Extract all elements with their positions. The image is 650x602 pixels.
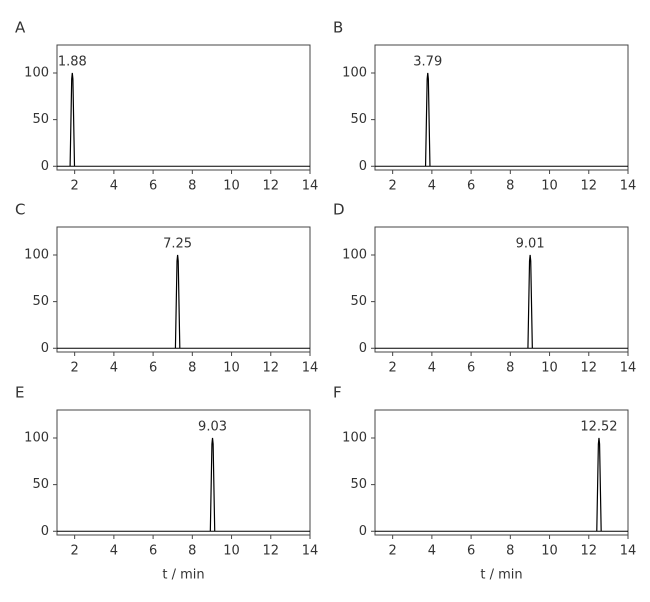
x-tick-label: 8: [188, 179, 196, 194]
y-tick-label: 50: [350, 294, 367, 309]
x-tick-label: 2: [71, 179, 79, 194]
x-tick-label: 12: [263, 179, 280, 194]
x-tick-label: 6: [467, 179, 475, 194]
x-tick-label: 6: [149, 179, 157, 194]
y-tick-label: 100: [342, 430, 367, 445]
plot-frame: [56, 226, 311, 353]
panel-label: E: [15, 384, 24, 402]
plot-frame: [374, 409, 629, 536]
peak-label: 3.79: [413, 54, 442, 69]
peak: [69, 72, 76, 167]
x-tick-label: 2: [389, 179, 397, 194]
peak-label: 12.52: [580, 419, 617, 434]
panel-label: B: [333, 19, 343, 37]
x-tick-label: 12: [263, 544, 280, 559]
x-tick-label: 2: [71, 544, 79, 559]
x-tick-label: 10: [223, 544, 240, 559]
y-tick-label: 100: [342, 65, 367, 80]
panel-label: F: [333, 384, 342, 402]
y-tick-label: 0: [359, 524, 367, 539]
x-tick-label: 8: [506, 544, 514, 559]
panel-label: A: [15, 19, 26, 37]
peak: [209, 437, 216, 532]
x-axis-label: t / min: [480, 568, 522, 583]
y-tick-label: 50: [32, 477, 49, 492]
x-tick-label: 8: [188, 361, 196, 376]
x-tick-label: 2: [71, 361, 79, 376]
plot-frame: [56, 44, 311, 171]
plot-frame: [374, 226, 629, 353]
peak: [596, 437, 602, 532]
x-tick-label: 4: [110, 544, 118, 559]
x-tick-label: 12: [263, 361, 280, 376]
y-tick-label: 50: [350, 112, 367, 127]
x-tick-label: 10: [541, 544, 558, 559]
x-tick-label: 4: [428, 361, 436, 376]
peak: [424, 72, 431, 167]
x-tick-label: 14: [620, 361, 637, 376]
y-tick-label: 0: [359, 159, 367, 174]
y-tick-label: 0: [359, 341, 367, 356]
panel-label: C: [15, 201, 25, 219]
peak-label: 9.03: [198, 419, 227, 434]
x-tick-label: 14: [302, 361, 319, 376]
y-tick-label: 0: [41, 159, 49, 174]
y-tick-label: 50: [350, 477, 367, 492]
peak: [174, 254, 181, 349]
y-tick-label: 100: [24, 430, 49, 445]
y-tick-label: 100: [342, 247, 367, 262]
x-tick-label: 12: [581, 361, 598, 376]
x-tick-label: 8: [506, 179, 514, 194]
x-tick-label: 10: [541, 361, 558, 376]
x-tick-label: 10: [223, 179, 240, 194]
y-tick-label: 50: [32, 294, 49, 309]
y-tick-label: 50: [32, 112, 49, 127]
peak-label: 1.88: [58, 54, 87, 69]
x-tick-label: 8: [506, 361, 514, 376]
peak-label: 7.25: [163, 236, 192, 251]
plot-frame: [56, 409, 311, 536]
x-tick-label: 6: [467, 544, 475, 559]
x-tick-label: 4: [428, 179, 436, 194]
plot-frame: [374, 44, 629, 171]
x-tick-label: 12: [581, 544, 598, 559]
x-tick-label: 2: [389, 361, 397, 376]
x-tick-label: 14: [620, 179, 637, 194]
x-tick-label: 4: [110, 179, 118, 194]
y-tick-label: 100: [24, 65, 49, 80]
y-tick-label: 100: [24, 247, 49, 262]
x-tick-label: 6: [467, 361, 475, 376]
x-tick-label: 8: [188, 544, 196, 559]
x-tick-label: 4: [110, 361, 118, 376]
x-tick-label: 12: [581, 179, 598, 194]
x-tick-label: 14: [302, 179, 319, 194]
panel-label: D: [333, 201, 345, 219]
peak: [527, 254, 533, 349]
x-tick-label: 10: [541, 179, 558, 194]
x-tick-label: 14: [620, 544, 637, 559]
y-tick-label: 0: [41, 341, 49, 356]
peak-label: 9.01: [516, 236, 545, 251]
y-tick-label: 0: [41, 524, 49, 539]
x-axis-label: t / min: [162, 568, 204, 583]
x-tick-label: 2: [389, 544, 397, 559]
x-tick-label: 6: [149, 361, 157, 376]
x-tick-label: 6: [149, 544, 157, 559]
x-tick-label: 14: [302, 544, 319, 559]
x-tick-label: 10: [223, 361, 240, 376]
x-tick-label: 4: [428, 544, 436, 559]
